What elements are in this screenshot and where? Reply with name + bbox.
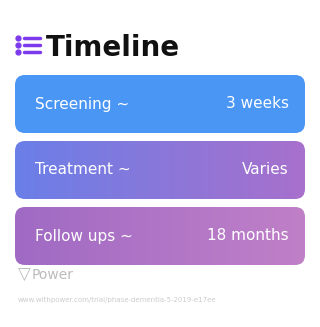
Text: ▽: ▽	[18, 266, 31, 284]
FancyBboxPatch shape	[15, 75, 305, 133]
FancyBboxPatch shape	[15, 141, 305, 199]
Text: Timeline: Timeline	[46, 34, 180, 62]
FancyBboxPatch shape	[15, 207, 305, 265]
Text: Varies: Varies	[242, 163, 289, 178]
Text: Power: Power	[32, 268, 74, 282]
Text: www.withpower.com/trial/phase-dementia-5-2019-e17ee: www.withpower.com/trial/phase-dementia-5…	[18, 297, 217, 303]
Text: Screening ~: Screening ~	[35, 96, 129, 112]
Text: 3 weeks: 3 weeks	[226, 96, 289, 112]
Text: Treatment ~: Treatment ~	[35, 163, 131, 178]
Text: 18 months: 18 months	[207, 229, 289, 244]
Text: Follow ups ~: Follow ups ~	[35, 229, 133, 244]
